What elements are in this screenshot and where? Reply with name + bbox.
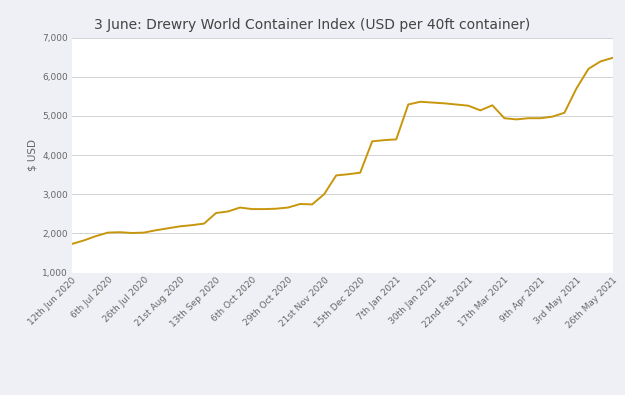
Text: 3 June: Drewry World Container Index (USD per 40ft container): 3 June: Drewry World Container Index (US… — [94, 18, 531, 32]
Y-axis label: $ USD: $ USD — [28, 139, 38, 171]
